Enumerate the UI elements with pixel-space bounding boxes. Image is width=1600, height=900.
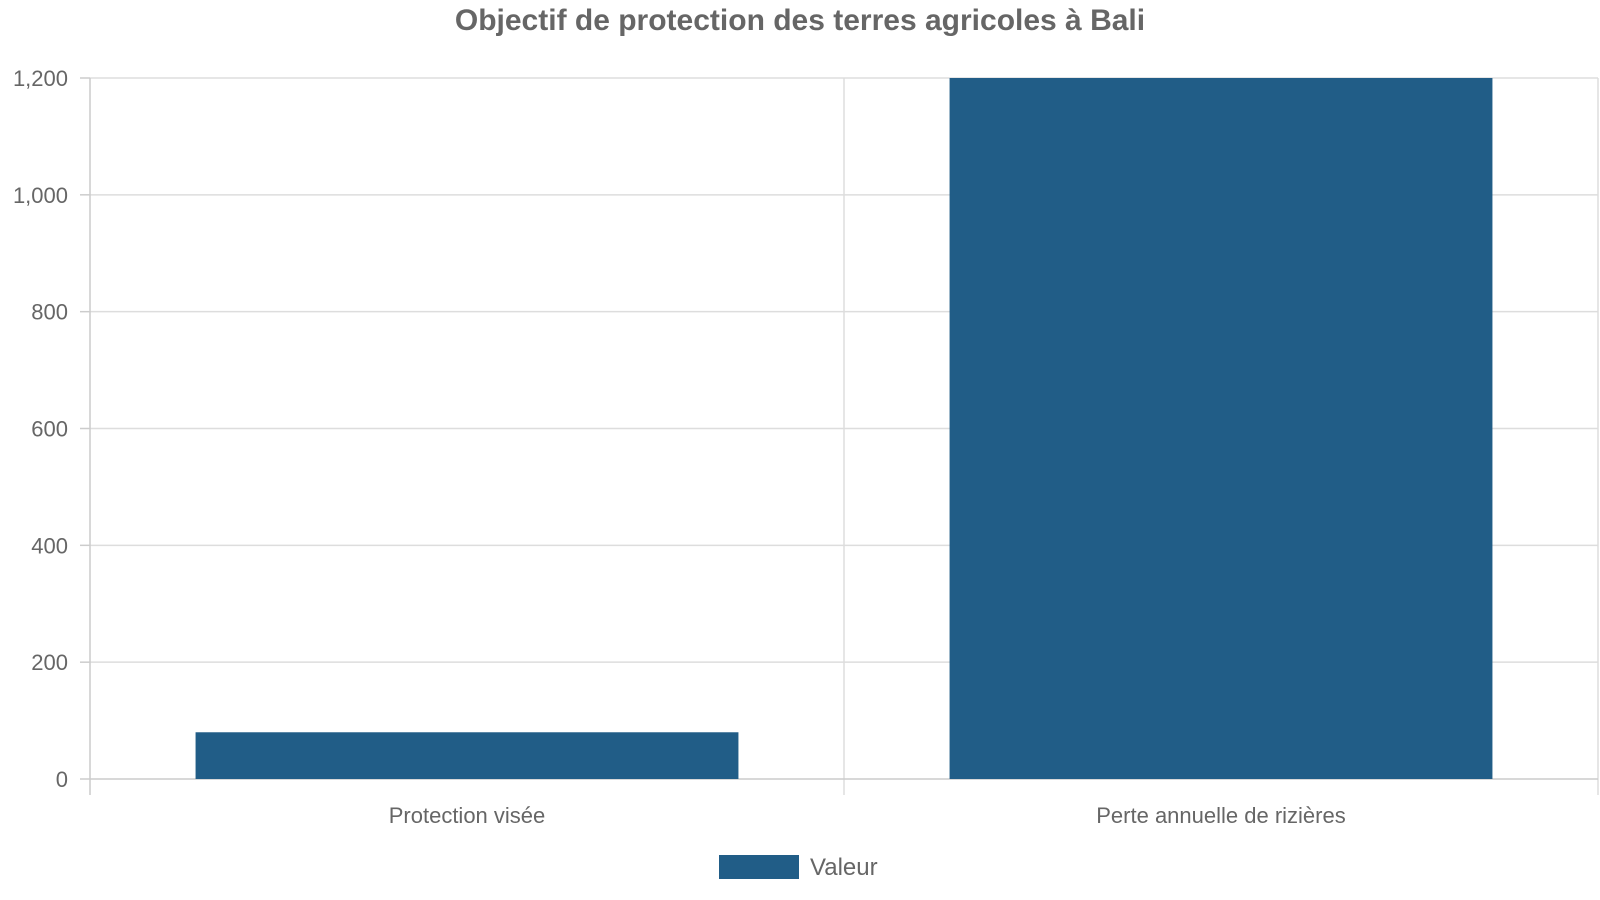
bars [195,78,1493,779]
y-axis-ticks: 0 200 400 600 800 1,000 1,200 [13,66,90,792]
chart-title: Objectif de protection des terres agrico… [455,4,1145,37]
legend[interactable]: Valeur [719,854,878,881]
y-tick-label: 400 [31,533,68,558]
y-tick-label: 0 [56,767,68,792]
y-tick-label: 1,200 [13,66,68,91]
legend-label[interactable]: Valeur [810,854,878,881]
x-axis-ticks: Protection visée Perte annuelle de rizièr… [389,803,1346,828]
y-tick-label: 800 [31,300,68,325]
y-tick-label: 600 [31,417,68,442]
y-tick-label: 1,000 [13,183,68,208]
legend-swatch[interactable] [719,855,799,879]
x-tick-label: Protection visée [389,803,546,828]
y-tick-label: 200 [31,650,68,675]
x-tick-label: Perte annuelle de rizières [1096,803,1345,828]
bar[interactable] [949,78,1493,779]
bar[interactable] [195,732,739,779]
